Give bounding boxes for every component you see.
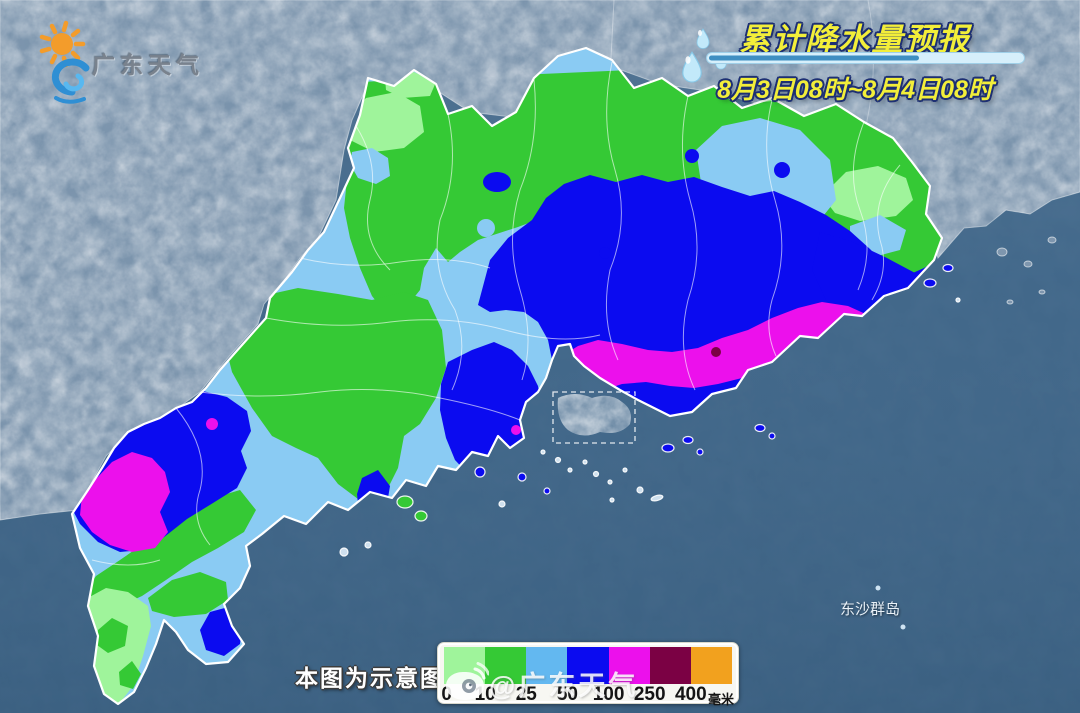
dongsha-islets bbox=[875, 585, 906, 630]
brand-name: 广东天气 bbox=[92, 52, 204, 78]
sun-typhoon-logo-icon bbox=[39, 20, 90, 104]
dongsha-islands-label: 东沙群岛 bbox=[840, 601, 901, 618]
disclaimer-text: 本图为示意图 bbox=[295, 665, 445, 691]
legend-tick-0: 0 bbox=[441, 684, 452, 705]
watermark: @广东天气 bbox=[441, 662, 638, 704]
legend-tick-100: 100 bbox=[592, 684, 625, 705]
legend-tick-25: 25 bbox=[515, 684, 537, 705]
title-underline-bar bbox=[706, 52, 1025, 64]
hongkong-zone bbox=[552, 391, 636, 444]
map-title: 累计降水量预报 bbox=[739, 22, 971, 57]
district-borders bbox=[91, 61, 901, 566]
fujian-islands bbox=[996, 236, 1057, 305]
weibo-icon bbox=[446, 662, 489, 700]
legend-swatch-5 bbox=[649, 647, 691, 684]
dashed-boundary-box bbox=[552, 391, 636, 444]
legend-ticks: 0 10 25 50 100 250 400 毫米 bbox=[441, 684, 734, 707]
region-250-400mm bbox=[711, 347, 721, 357]
forecast-period: 8月3日08时~8月4日08时 bbox=[717, 76, 993, 104]
legend-swatch-6 bbox=[690, 647, 732, 684]
legend-swatch-4 bbox=[608, 647, 650, 684]
raindrops-icon bbox=[682, 28, 727, 83]
legend-swatch-1 bbox=[485, 647, 527, 684]
watermark-handle: @广东天气 bbox=[489, 670, 639, 701]
legend-tick-400: 400 bbox=[674, 684, 707, 705]
legend-swatches bbox=[444, 647, 732, 684]
province-border bbox=[70, 46, 944, 706]
peninsula-green-patches bbox=[97, 618, 141, 689]
legend-tick-250: 250 bbox=[633, 684, 666, 705]
brand-logo: 广东天气 bbox=[26, 14, 256, 106]
legend-swatch-3 bbox=[567, 647, 609, 684]
legend-unit: 毫米 bbox=[707, 692, 734, 707]
legend-swatch-2 bbox=[526, 647, 568, 684]
legend-tick-50: 50 bbox=[556, 684, 578, 705]
